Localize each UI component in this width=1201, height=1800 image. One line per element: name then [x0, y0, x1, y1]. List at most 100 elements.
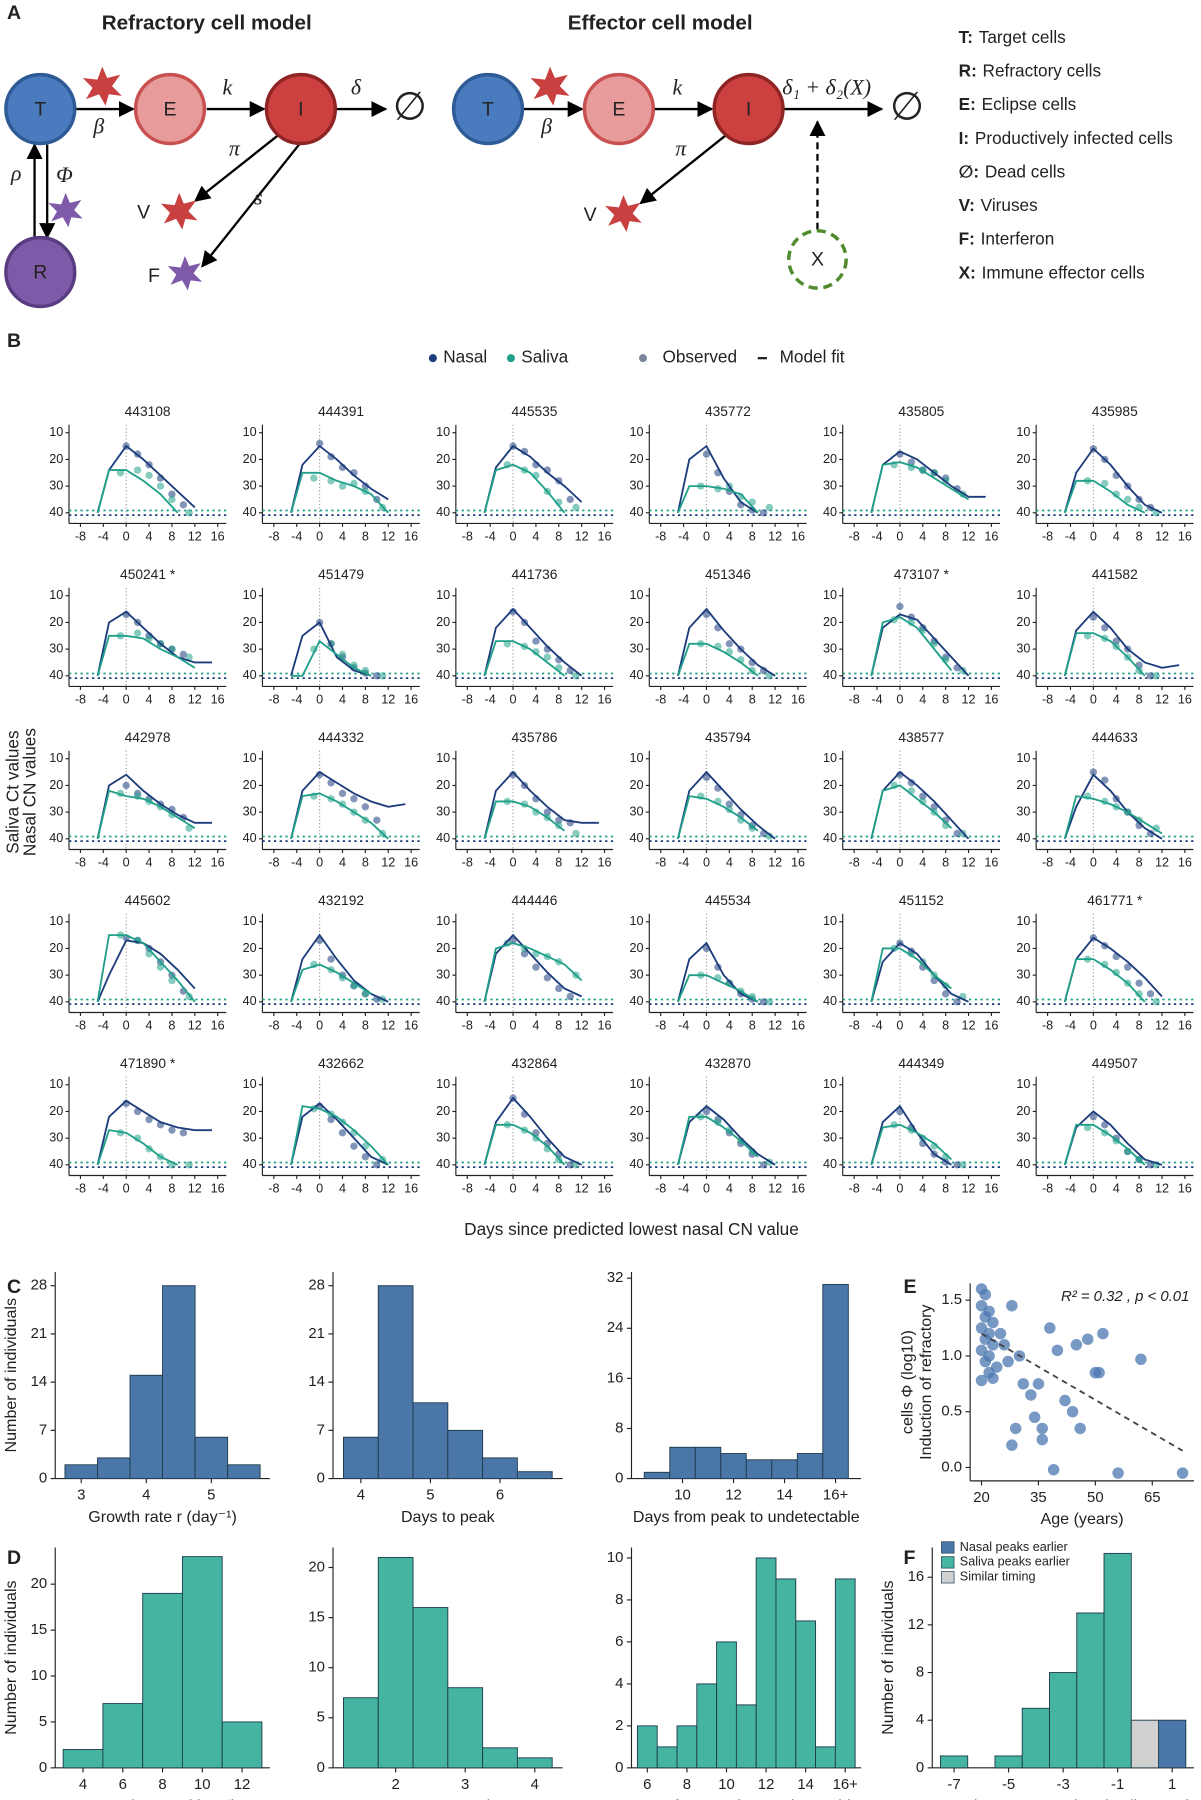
x-tick-label: 16: [791, 1182, 805, 1196]
x-tick-label: 16: [598, 1019, 612, 1033]
y-tick-label: 30: [49, 804, 63, 818]
legend-marker: [506, 354, 515, 363]
x-tick-label: 5: [426, 1487, 434, 1504]
observed-point: [748, 824, 756, 832]
x-tick-label: 8: [1136, 1182, 1143, 1196]
y-tick-label: 5: [317, 1709, 325, 1726]
subplot-title: 432662: [318, 1056, 364, 1071]
bar: [696, 1683, 718, 1769]
x-tick-label: 4: [919, 1182, 926, 1196]
rates: β k δ π s ρ Φ β k π δ₁ + δ₂(X): [10, 76, 871, 210]
y-tick-label: 40: [243, 1157, 257, 1171]
bar: [795, 1620, 817, 1769]
x-tick-label: 0: [510, 1182, 517, 1196]
x-tick-label: 10: [194, 1776, 211, 1793]
bar: [735, 1704, 757, 1769]
x-tick-label: -4: [871, 856, 882, 870]
x-tick-label: 0: [316, 1019, 323, 1033]
trend-line: [981, 1332, 1184, 1452]
y-tick-label: 30: [1016, 641, 1030, 655]
y-tick-label: 10: [243, 425, 257, 439]
x-tick-label: 12: [575, 856, 589, 870]
x-tick-label: 4: [532, 693, 539, 707]
bar: [482, 1747, 518, 1769]
x-tick-label: 8: [1136, 856, 1143, 870]
y-tick-label: 20: [823, 1104, 837, 1118]
bar: [1049, 1672, 1078, 1769]
model-fit: [96, 634, 196, 677]
x-tick-label: -1: [1111, 1776, 1124, 1793]
panel-letter: D: [7, 1547, 21, 1569]
x-tick-label: 10: [674, 1487, 691, 1504]
subplot: 443108 10 20 30 40 -8 -4 0 4 8 12 16: [49, 404, 227, 544]
x-tick-label: 12: [962, 856, 976, 870]
y-tick-label: 21: [31, 1325, 48, 1342]
point: [1047, 1463, 1060, 1476]
star: [160, 192, 198, 230]
observed-point: [156, 963, 165, 971]
x-tick-label: 8: [942, 1182, 949, 1196]
y-tick-label: 10: [823, 914, 837, 928]
y-tick-label: 21: [308, 1325, 325, 1342]
bar: [716, 1641, 737, 1769]
x-tick-label: 16: [791, 530, 805, 544]
model-fit: [96, 444, 196, 514]
y-tick-label: 20: [243, 778, 257, 792]
y-tick-label: 30: [1016, 967, 1030, 981]
x-tick-label: 16: [211, 856, 225, 870]
subplot-title: 432864: [512, 1056, 558, 1071]
observed-point: [765, 998, 774, 1006]
node-label: T: [482, 98, 494, 120]
y-tick-label: 20: [630, 615, 644, 629]
observed-point: [543, 653, 552, 661]
x-tick-label: 0: [316, 856, 323, 870]
y-tick-label: 30: [823, 641, 837, 655]
subplot: 435794 10 20 30 40 -8 -4 0 4 8 12 16: [630, 730, 807, 870]
bar: [676, 1725, 698, 1769]
bar: [482, 1457, 518, 1480]
legend-label: Observed: [662, 347, 737, 367]
rate: ρ: [10, 162, 21, 186]
y-tick-label: 10: [630, 1077, 644, 1091]
y-tick-label: 4: [615, 1675, 623, 1692]
x-tick-label: 5: [207, 1487, 215, 1504]
y-tick-label: 40: [630, 505, 644, 519]
x-tick-label: 8: [362, 530, 369, 544]
observed-point: [338, 650, 347, 659]
x-tick-label: 16: [211, 1182, 225, 1196]
observed-point: [185, 1161, 193, 1169]
x-tick-label: -4: [1065, 530, 1076, 544]
x-tick-label: 10: [718, 1776, 735, 1793]
observed-point: [350, 795, 358, 803]
point: [987, 1316, 999, 1329]
model-title: Effector cell model: [568, 12, 753, 35]
y-tick-label: 20: [823, 778, 837, 792]
y-tick-label: 20: [49, 452, 63, 466]
observed-point: [532, 637, 540, 645]
model-fit: [483, 942, 583, 1003]
subplot-title: 438577: [898, 730, 944, 745]
x-tick-label: -8: [462, 530, 473, 544]
subplot: 438577 10 20 30 40 -8 -4 0 4 8 12 16: [823, 730, 1000, 870]
x-tick-label: 16: [598, 856, 612, 870]
observed-point: [930, 803, 938, 811]
sink: ∅: [393, 85, 427, 128]
bar: [669, 1446, 696, 1480]
y-tick-label: 10: [49, 914, 63, 928]
legend-key: E:: [959, 94, 976, 114]
x-tick-label: -8: [655, 530, 666, 544]
observed-point: [168, 1126, 176, 1134]
subplot: 435772 10 20 30 40 -8 -4 0 4 8 12 16: [630, 404, 807, 544]
y-tick-label: 30: [243, 641, 257, 655]
x-tick-label: -4: [291, 530, 302, 544]
x-tick-label: 8: [555, 530, 562, 544]
y-tick-label: 10: [308, 1659, 325, 1676]
observed-point: [1101, 624, 1109, 632]
model-fit: [96, 934, 196, 1003]
y-tick-label: 40: [823, 668, 837, 682]
subplot: 444446 10 20 30 40 -8 -4 0 4 8 12 16: [436, 893, 614, 1033]
y-tick-label: 10: [823, 1077, 837, 1091]
bar: [227, 1464, 261, 1480]
bar: [771, 1459, 798, 1480]
x-tick-label: -8: [655, 856, 666, 870]
